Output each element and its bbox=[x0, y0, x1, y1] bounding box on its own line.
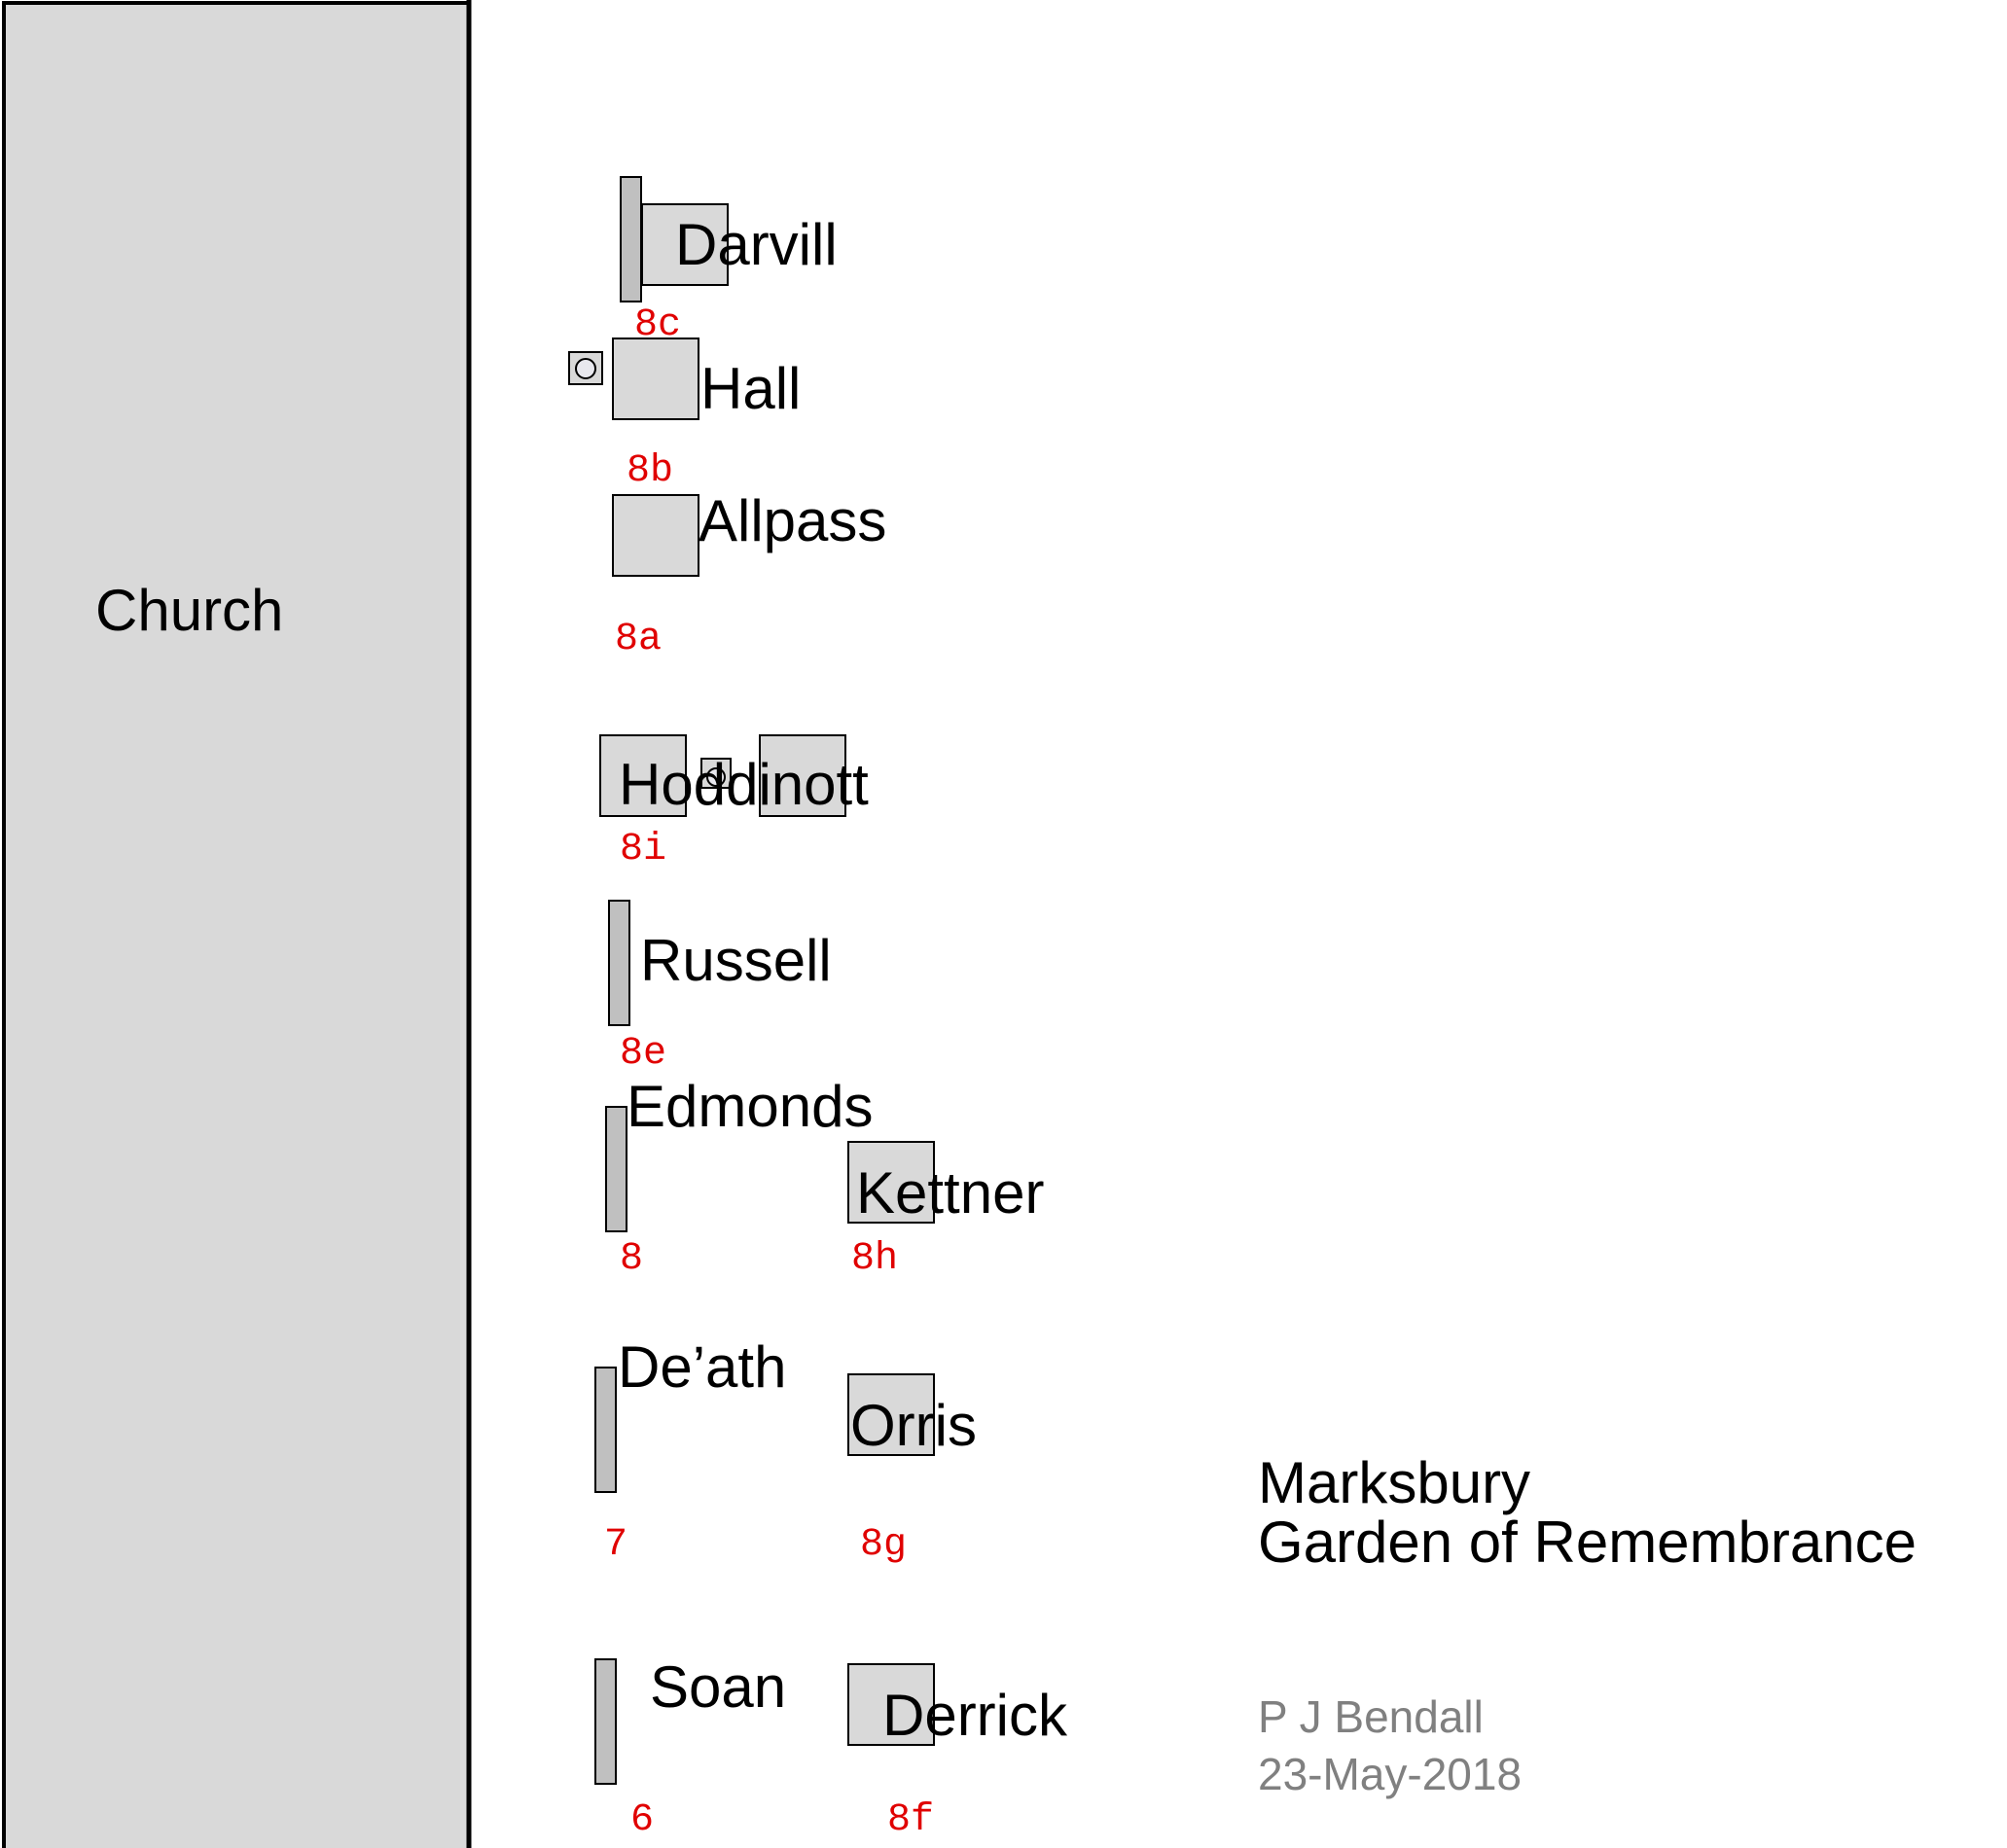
plot-name: Edmonds bbox=[627, 1074, 873, 1139]
memorial-stone bbox=[612, 338, 699, 420]
plot-id: 7 bbox=[604, 1523, 627, 1567]
credit-date: 23-May-2018 bbox=[1258, 1749, 1522, 1799]
plot-id: 8a bbox=[615, 618, 662, 661]
plot-name: Kettner bbox=[856, 1160, 1044, 1226]
plot-soan: Soan 6 bbox=[594, 1654, 786, 1842]
plot-id: 8f bbox=[887, 1798, 934, 1842]
headstone bbox=[605, 1106, 627, 1232]
plot-name: Darvill bbox=[675, 212, 838, 277]
plot-russell: Russell 8e bbox=[608, 900, 832, 1076]
plot-name: Soan bbox=[650, 1654, 786, 1720]
plot-id: 8h bbox=[851, 1237, 898, 1281]
plot-name: Orris bbox=[850, 1393, 977, 1458]
plot-derrick: Derrick 8f bbox=[847, 1663, 1068, 1842]
memorial-stone bbox=[612, 494, 699, 577]
plot-edmonds: Edmonds 8 bbox=[605, 1074, 873, 1281]
plot-id: 8g bbox=[860, 1523, 907, 1567]
title-line-2: Garden of Remembrance bbox=[1258, 1510, 1917, 1575]
church-block bbox=[2, 1, 471, 1848]
plot-id: 8b bbox=[627, 449, 673, 493]
plot-name: Hoddinott bbox=[619, 752, 869, 817]
memorial-stone bbox=[847, 1141, 935, 1224]
plot-allpass: Allpass 8a bbox=[612, 488, 886, 661]
plot-darvill: Darvill 8c bbox=[620, 176, 838, 347]
headstone bbox=[620, 176, 642, 302]
plot-id: 6 bbox=[630, 1798, 654, 1842]
plot-name: De’ath bbox=[618, 1334, 786, 1400]
plot-name: Hall bbox=[700, 356, 801, 421]
urn-circle-icon bbox=[706, 767, 726, 787]
plot-id: 8e bbox=[620, 1032, 666, 1076]
headstone bbox=[594, 1658, 617, 1785]
plot-id: 8i bbox=[620, 828, 666, 871]
plot-death: De’ath 7 bbox=[594, 1334, 786, 1567]
memorial-stone-right bbox=[759, 734, 846, 817]
plot-name: Allpass bbox=[699, 488, 886, 553]
title-line-1: Marksbury bbox=[1258, 1450, 1530, 1515]
plot-name: Derrick bbox=[882, 1683, 1068, 1748]
plot-hall: Hall 8b bbox=[568, 338, 801, 493]
plot-id: 8 bbox=[620, 1237, 643, 1281]
church-label: Church bbox=[95, 578, 283, 643]
plan-credit: P J Bendall 23-May-2018 bbox=[1258, 1691, 1522, 1799]
plot-hoddinott: Hoddinott 8i bbox=[599, 734, 869, 871]
plot-kettner: Kettner 8h bbox=[847, 1141, 1044, 1281]
memorial-stone bbox=[847, 1373, 935, 1456]
church: Church bbox=[2, 0, 472, 1848]
credit-author: P J Bendall bbox=[1258, 1691, 1484, 1742]
plan-title: Marksbury Garden of Remembrance bbox=[1258, 1450, 1917, 1575]
urn-circle-icon bbox=[575, 358, 596, 379]
memorial-stone-left bbox=[599, 734, 687, 817]
plot-name: Russell bbox=[640, 928, 832, 993]
memorial-stone bbox=[641, 203, 729, 286]
headstone bbox=[594, 1367, 617, 1493]
plot-orris: Orris 8g bbox=[847, 1373, 977, 1567]
memorial-stone bbox=[847, 1663, 935, 1746]
headstone bbox=[608, 900, 630, 1026]
